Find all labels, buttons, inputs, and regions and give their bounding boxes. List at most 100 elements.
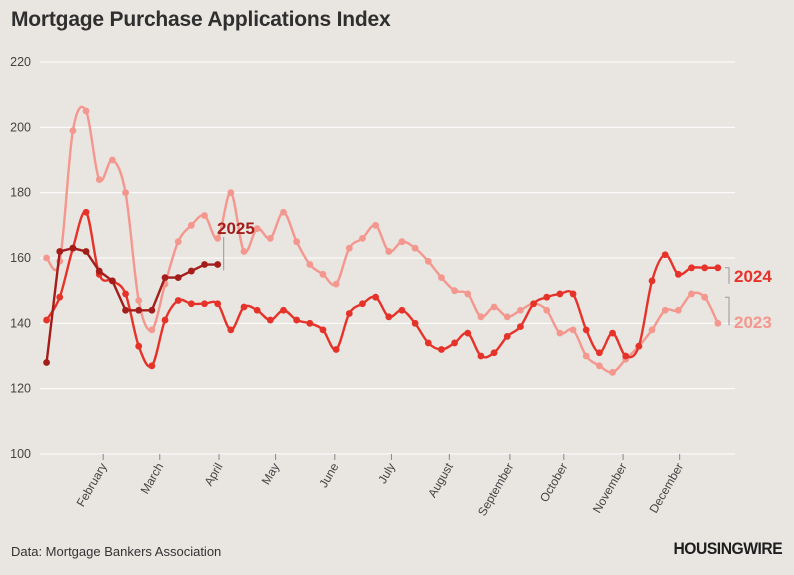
data-point-2023 (174, 238, 182, 246)
data-point-2023 (372, 221, 380, 229)
series-label-2023: 2023 (734, 313, 772, 332)
data-point-2023 (240, 248, 248, 255)
data-point-2024 (595, 349, 603, 357)
data-point-2024 (385, 313, 393, 321)
data-point-2023 (661, 306, 669, 314)
data-point-2024 (398, 306, 406, 314)
x-tick-label-july: July (375, 461, 398, 486)
data-point-2024 (122, 290, 129, 298)
data-point-2024 (148, 362, 156, 370)
data-point-2024 (490, 349, 498, 357)
data-point-2024 (240, 303, 248, 311)
data-point-2024 (201, 300, 208, 308)
series-2025 (43, 244, 222, 366)
data-point-2023 (253, 225, 261, 233)
data-point-2023 (306, 261, 314, 268)
data-point-2024 (280, 306, 287, 314)
data-point-2023 (411, 244, 419, 252)
data-point-2024 (517, 323, 524, 330)
data-point-2023 (543, 306, 551, 314)
data-point-2024 (227, 326, 235, 334)
x-tick-label-march: March (138, 461, 167, 497)
series-label-2025: 2025 (217, 219, 255, 238)
data-point-2023 (293, 238, 301, 246)
y-tick-label: 140 (10, 316, 31, 330)
data-point-2024 (569, 290, 577, 298)
y-tick-label: 120 (10, 382, 31, 396)
data-point-2023 (108, 156, 116, 164)
data-point-2024 (661, 251, 669, 259)
data-point-2024 (688, 264, 695, 272)
data-point-2024 (161, 316, 169, 324)
data-point-2023 (464, 290, 472, 298)
series-line-2023 (45, 105, 719, 374)
data-point-2023 (438, 274, 445, 281)
data-point-2024 (345, 310, 353, 317)
chart-title: Mortgage Purchase Applications Index (11, 8, 391, 31)
data-point-2025 (108, 277, 116, 285)
data-point-2024 (187, 300, 195, 308)
data-point-2023 (569, 326, 577, 334)
data-point-2024 (293, 316, 301, 324)
data-point-2023 (135, 297, 143, 304)
data-point-2024 (635, 342, 643, 350)
data-point-2024 (266, 316, 274, 324)
data-point-2024 (43, 316, 50, 324)
data-point-2023 (332, 280, 340, 288)
y-tick-label: 100 (10, 447, 31, 461)
data-point-2023 (701, 293, 709, 301)
data-point-2023 (201, 212, 208, 219)
series-2023 (43, 105, 722, 376)
data-point-2023 (187, 221, 195, 229)
data-point-2025 (201, 261, 208, 268)
data-point-2024 (424, 339, 432, 347)
data-point-2025 (82, 248, 90, 255)
data-point-2023 (385, 248, 393, 255)
data-point-2025 (122, 306, 129, 314)
data-point-2024 (701, 264, 709, 272)
data-point-2024 (543, 293, 551, 301)
y-tick-label: 200 (10, 120, 31, 134)
gridlines (40, 61, 735, 455)
series-labels: 2025 2024 2023 (217, 219, 772, 332)
x-tick-label-october: October (537, 460, 570, 504)
data-point-2023 (517, 306, 524, 314)
data-point-2023 (490, 303, 498, 311)
data-point-2023 (398, 238, 406, 246)
data-point-2024 (82, 208, 90, 216)
data-point-2023 (582, 352, 590, 360)
data-point-2025 (214, 261, 222, 268)
data-point-2023 (266, 235, 274, 242)
data-point-2023 (714, 319, 722, 327)
data-point-2024 (332, 346, 340, 353)
source-note: Data: Mortgage Bankers Association (11, 544, 222, 559)
data-point-2025 (56, 248, 64, 255)
data-point-2023 (648, 326, 656, 334)
data-point-2025 (148, 306, 156, 314)
data-point-2023 (503, 313, 511, 321)
data-point-2024 (582, 326, 590, 334)
data-point-2024 (56, 293, 64, 301)
data-point-2024 (359, 300, 366, 308)
data-point-2025 (95, 267, 103, 275)
data-point-2024 (411, 319, 419, 327)
data-point-2024 (372, 293, 380, 301)
y-axis-ticks: 100 120 140 160 180 200 220 (10, 55, 31, 461)
housingwire-logo: HOUSINGWIRE (673, 539, 782, 558)
data-point-2023 (674, 306, 682, 314)
data-point-2023 (227, 189, 235, 197)
data-point-2024 (306, 319, 314, 327)
data-point-2024 (530, 300, 537, 308)
data-point-2023 (424, 257, 432, 265)
data-point-2024 (674, 270, 682, 278)
data-point-2024 (609, 329, 616, 337)
x-tick-label-june: June (316, 460, 341, 490)
data-point-2024 (319, 326, 327, 334)
x-tick-label-february: February (74, 461, 110, 510)
data-point-2024 (214, 300, 222, 308)
x-tick-label-november: November (590, 461, 630, 516)
y-tick-label: 220 (10, 55, 31, 69)
data-point-2024 (622, 352, 630, 360)
x-tick-label-august: August (425, 460, 456, 500)
y-tick-label: 160 (10, 251, 31, 265)
